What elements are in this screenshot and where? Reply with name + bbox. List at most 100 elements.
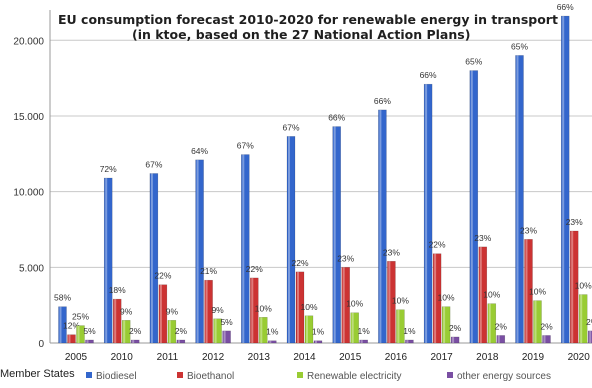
bar-highlight [123, 320, 126, 343]
data-label: 67% [282, 122, 299, 132]
data-label: 67% [237, 141, 254, 151]
data-label: 1% [266, 327, 279, 337]
x-tick-label: 2010 [111, 352, 134, 363]
data-label: 67% [145, 159, 162, 169]
data-label: 18% [109, 285, 126, 295]
data-label: 1% [312, 327, 325, 337]
bar-biodiesel [515, 55, 524, 344]
legend-label-other-energy-sources: other energy sources [457, 371, 551, 382]
bar-highlight [196, 159, 199, 343]
bar-highlight [543, 335, 546, 343]
y-tick-label: 20.000 [13, 36, 44, 47]
bar-biodiesel [149, 173, 159, 344]
bar-renewable-electricity [259, 317, 268, 344]
data-label: 22% [246, 264, 263, 274]
x-tick-label: 2013 [248, 352, 271, 363]
data-label: 22% [429, 240, 446, 250]
bar-highlight [68, 334, 71, 343]
bar-biodiesel [195, 159, 204, 344]
x-tick-label: 2005 [65, 352, 88, 363]
x-tick-label: 2014 [293, 352, 316, 363]
bar-bioethanol [569, 230, 579, 344]
data-label: 21% [200, 266, 217, 276]
data-label: 64% [191, 146, 208, 156]
bar-other-energy-sources [176, 339, 186, 344]
bar-other-energy-sources [542, 335, 551, 344]
bar-other-energy-sources [359, 339, 368, 344]
bar-biodiesel [286, 136, 296, 344]
bar-highlight [297, 271, 299, 343]
bar-highlight [562, 16, 565, 344]
bar-highlight [333, 126, 336, 343]
x-tick-label: 2016 [385, 352, 408, 363]
data-label: 25% [72, 312, 89, 322]
data-label: 2% [540, 321, 553, 331]
legend-label-biodiesel: Biodiesel [96, 371, 137, 382]
bar-highlight [86, 339, 89, 343]
bar-highlight [488, 303, 491, 343]
data-label: 58% [54, 293, 71, 303]
bar-bioethanol [67, 334, 76, 344]
data-label: 9% [120, 306, 133, 316]
bar-highlight [443, 306, 446, 343]
chart-subtitle: (in ktoe, based on the 27 National Actio… [132, 27, 471, 42]
bar-highlight [214, 318, 217, 343]
bar-bioethanol [112, 298, 122, 344]
data-label: 10% [483, 290, 500, 300]
bar-highlight [479, 246, 482, 343]
legend-swatch-bioethanol [177, 372, 183, 378]
bar-bioethanol [204, 279, 213, 344]
bar-biodiesel [103, 177, 113, 344]
data-label: 66% [557, 2, 574, 12]
data-label: 23% [383, 247, 400, 257]
data-label: 5% [83, 326, 96, 336]
bar-highlight [497, 335, 500, 343]
data-label: 1% [358, 326, 371, 336]
data-label: 72% [100, 164, 117, 174]
bar-highlight [177, 339, 180, 343]
legend-label-renewable-electricity: Renewable electricity [307, 371, 402, 382]
bar-bioethanol [432, 253, 442, 344]
bar-renewable-electricity [304, 315, 314, 344]
bar-highlight [159, 284, 162, 343]
bar-highlight [534, 300, 537, 343]
x-tick-label: 2015 [339, 352, 362, 363]
x-tick-label: 2012 [202, 352, 225, 363]
chart-title: EU consumption forecast 2010-2020 for re… [58, 12, 558, 27]
bar-renewable-electricity [76, 325, 85, 344]
x-tick-label: 2019 [522, 352, 545, 363]
bar-renewable-electricity [350, 312, 359, 344]
data-label: 9% [211, 305, 224, 315]
bar-highlight [269, 340, 272, 343]
data-label: 65% [465, 57, 482, 67]
legend-label-bioethanol: Bioethanol [187, 371, 235, 382]
bar-highlight [425, 84, 428, 343]
data-label: 10% [438, 293, 455, 303]
bar-highlight [580, 294, 583, 343]
bar-renewable-electricity [533, 300, 542, 344]
legend-swatch-renewable-electricity [297, 372, 303, 378]
legend-item-bioethanol: Bioethanol [177, 371, 234, 382]
bar-renewable-electricity [396, 309, 405, 344]
bar-biodiesel [58, 306, 67, 344]
bar-other-energy-sources [313, 340, 323, 344]
bar-biodiesel [241, 154, 250, 344]
data-label: 66% [374, 96, 391, 106]
bar-highlight [516, 55, 519, 344]
legend-item-biodiesel: Biodiesel [86, 371, 137, 382]
bar-other-energy-sources [450, 336, 460, 344]
bar-highlight [525, 239, 528, 343]
bar-bioethanol [524, 239, 533, 344]
data-label: 23% [566, 217, 583, 227]
data-label: 22% [154, 271, 171, 281]
data-label: 2% [129, 326, 142, 336]
bar-highlight [242, 154, 245, 343]
data-label: 23% [337, 253, 354, 263]
bar-other-energy-sources [268, 340, 277, 344]
bar-biodiesel [378, 109, 387, 344]
bar-highlight [306, 315, 308, 343]
bar-highlight [114, 299, 117, 343]
bar-biodiesel [332, 126, 341, 344]
bar-highlight [260, 317, 263, 343]
legend-item-renewable-electricity: Renewable electricity [297, 371, 402, 382]
